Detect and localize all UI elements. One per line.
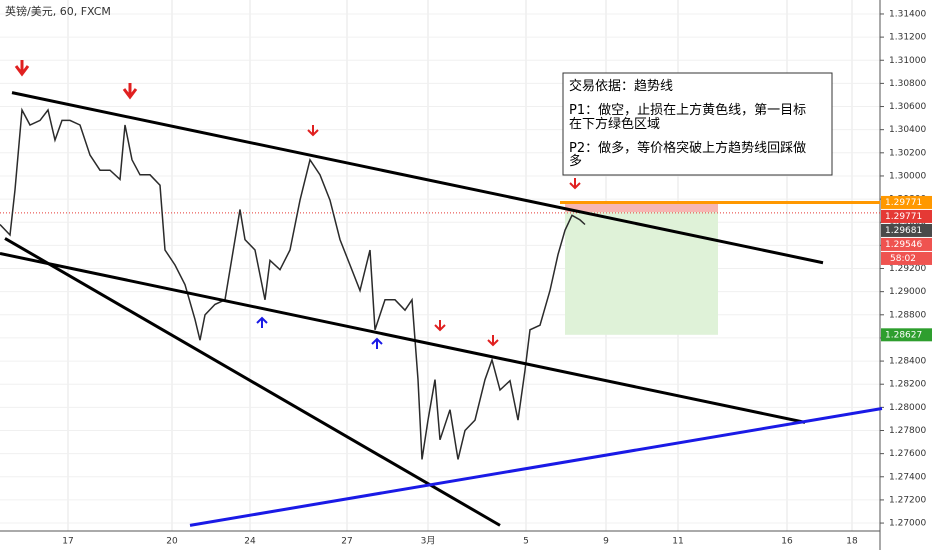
y-tick-label: 1.31400 (889, 9, 926, 19)
price-tag (881, 209, 932, 223)
price-tag (881, 328, 932, 342)
y-tick-label: 1.30400 (889, 125, 926, 135)
down-arrow (487, 335, 499, 347)
y-tick-label: 1.28200 (889, 380, 926, 390)
price-tag-label: 1.29771 (885, 198, 922, 208)
price-line (0, 107, 586, 460)
y-tick-label: 1.30000 (889, 171, 926, 181)
up-arrow (371, 337, 383, 349)
y-tick-label: 1.27200 (889, 495, 926, 505)
x-tick-label: 17 (62, 537, 73, 547)
price-tag-label: 1.28627 (885, 330, 922, 340)
y-tick-label: 1.31200 (889, 33, 926, 43)
note-line: 多 (569, 153, 582, 169)
countdown-label: 58:02 (890, 254, 916, 264)
y-tick-label: 1.28000 (889, 403, 926, 413)
x-tick-label: 20 (166, 537, 178, 547)
signal-arrows (14, 60, 581, 349)
price-tag (881, 195, 932, 209)
down-arrow (14, 60, 30, 77)
y-tick-label: 1.27800 (889, 426, 926, 436)
price-tag-label: 1.29546 (885, 240, 922, 250)
price-tag-label: 1.29681 (885, 226, 922, 236)
y-tick-label: 1.30200 (889, 148, 926, 158)
target-zone (565, 202, 718, 213)
x-tick-label: 5 (523, 537, 529, 547)
x-tick-label: 24 (244, 537, 256, 547)
y-tick-label: 1.30800 (889, 79, 926, 89)
target-zone (565, 212, 718, 335)
note-box (562, 72, 833, 176)
y-tick-label: 1.28800 (889, 310, 926, 320)
y-tick-label: 1.27400 (889, 472, 926, 482)
price-tag (881, 237, 932, 251)
note-line: P2：做多，等价格突破上方趋势线回踩做 (569, 140, 806, 156)
down-arrow (307, 125, 319, 137)
trendline (11, 91, 824, 265)
y-tick-label: 1.31000 (889, 56, 926, 66)
note-line: P1：做空，止损在上方黄色线，第一目标 (569, 102, 806, 118)
x-tick-label: 11 (672, 537, 683, 547)
y-tick-label: 1.27600 (889, 449, 926, 459)
y-tick-label: 1.29000 (889, 287, 926, 297)
x-tick-label: 27 (341, 537, 352, 547)
x-tick-label: 18 (846, 537, 858, 547)
countdown-tag (881, 251, 932, 265)
y-tick-label: 1.30600 (889, 102, 926, 112)
trendline (189, 407, 883, 527)
x-tick-label: 9 (603, 537, 609, 547)
x-tick-label: 3月 (421, 536, 436, 547)
price-tag-label: 1.29771 (885, 212, 922, 222)
y-tick-label: 1.28400 (889, 357, 926, 367)
y-tick-label: 1.27000 (889, 519, 926, 529)
price-tag (881, 223, 932, 237)
symbol-header: 英镑/美元, 60, FXCM (5, 4, 111, 18)
note-line: 在下方绿色区域 (569, 116, 660, 132)
note-line: 交易依据：趋势线 (569, 78, 673, 94)
down-arrow (434, 320, 446, 332)
x-tick-label: 16 (781, 537, 793, 547)
trendline (4, 237, 501, 527)
y-tick-label: 1.29200 (889, 264, 926, 274)
up-arrow (256, 316, 268, 328)
down-arrow (569, 178, 581, 190)
down-arrow (122, 83, 138, 100)
trendline (0, 252, 806, 424)
